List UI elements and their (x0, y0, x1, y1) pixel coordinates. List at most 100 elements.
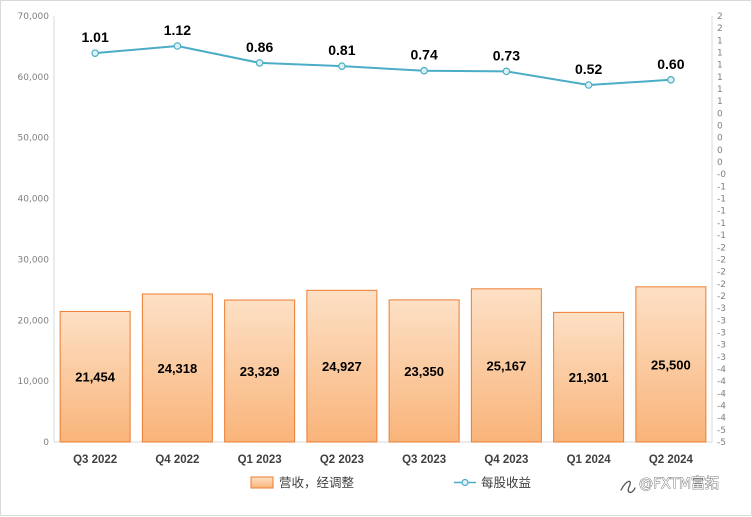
x-axis-tick-label: Q4 2023 (484, 454, 528, 466)
right-axis-tick-label: 0 (717, 122, 723, 132)
eps-data-label: 0.60 (657, 56, 684, 72)
x-axis-tick-label: Q2 2023 (320, 454, 364, 466)
x-axis-tick-label: Q3 2023 (402, 454, 446, 466)
eps-data-label: 1.12 (164, 22, 191, 38)
eps-point (173, 42, 182, 50)
right-axis-tick-label: -1 (717, 207, 726, 217)
right-axis-tick-label: -4 (717, 389, 726, 399)
right-axis-tick-label: -3 (717, 341, 726, 351)
eps-data-label: 0.74 (411, 47, 438, 63)
left-axis-tick-label: 30,000 (18, 255, 50, 265)
right-axis-tick-label: 1 (717, 73, 723, 83)
eps-point (420, 66, 428, 75)
right-axis-tick-label: -4 (717, 365, 726, 375)
x-axis-tick-label: Q3 2022 (73, 454, 117, 466)
left-axis-tick-label: 70,000 (18, 12, 50, 22)
revenue-bar (224, 299, 296, 443)
revenue-bar (553, 311, 625, 443)
right-axis-tick-label: -5 (717, 438, 726, 448)
x-axis-tick-label: Q4 2022 (155, 454, 199, 466)
eps-data-labels: 1.01 1.12 0.86 0.81 0.74 0.73 0.52 0.60 (82, 22, 685, 77)
left-axis-tick-label: 60,000 (18, 73, 50, 83)
x-axis-ticks: Q3 2022 Q4 2022 Q1 2023 Q2 2023 Q3 2023 Q4 20… (73, 454, 693, 466)
eps-point (502, 67, 511, 76)
left-axis-ticks: 0 10,000 20,000 30,000 40,000 50,000 60,000 70,… (18, 12, 50, 448)
legend-line-marker (461, 478, 469, 487)
watermark: @FXTM富拓 (619, 475, 719, 494)
right-axis-tick-label: -2 (717, 280, 726, 290)
revenue-bar (388, 299, 460, 443)
eps-point (584, 81, 593, 89)
right-axis-tick-label: -3 (717, 353, 726, 363)
left-axis-tick-label: 50,000 (18, 134, 50, 144)
right-axis-tick-label: -2 (717, 243, 726, 253)
revenue-bar (470, 288, 542, 443)
right-axis-tick-label: -4 (717, 401, 726, 411)
eps-point (338, 62, 346, 70)
legend-bar-swatch (250, 476, 274, 489)
revenue-bar-label: 25,167 (486, 358, 526, 373)
right-axis-tick-label: -5 (717, 426, 726, 436)
revenue-bar-label: 25,500 (651, 357, 691, 372)
right-axis-tick-label: -1 (717, 219, 726, 229)
eps-data-label: 0.52 (575, 61, 602, 77)
x-axis-tick-label: Q2 2024 (649, 454, 694, 466)
right-axis-tick-label: 0 (717, 134, 723, 144)
revenue-bar-label: 23,350 (404, 364, 444, 379)
left-axis-tick-label: 0 (43, 438, 49, 448)
left-axis-tick-label: 20,000 (18, 316, 50, 326)
right-axis-ticks: 2 2 1 1 1 1 1 1 0 0 0 0 0 -0 -1 -1 -1 -1 -1 -2 -2 -2 -2 -2 -3 -3 -… (717, 12, 726, 448)
right-axis-tick-label: -3 (717, 316, 726, 326)
right-axis-tick-label: 0 (717, 109, 723, 119)
revenue-bar-label: 24,318 (157, 361, 197, 376)
right-axis-tick-label: -2 (717, 268, 726, 278)
revenue-bars (59, 286, 707, 443)
x-axis-tick-label: Q1 2024 (567, 454, 612, 466)
right-axis-tick-label: 0 (717, 146, 723, 156)
eps-point (255, 59, 264, 67)
watermark-text: @FXTM富拓 (639, 475, 719, 492)
right-axis-tick-label: -1 (717, 182, 726, 192)
eps-data-label: 0.86 (246, 39, 273, 55)
right-axis-tick-label: -4 (717, 414, 726, 424)
revenue-bar-label: 21,454 (75, 370, 116, 385)
revenue-bar (59, 310, 131, 443)
revenue-bar-label: 23,329 (240, 364, 280, 379)
revenue-bar-labels: 21,454 24,318 23,329 24,927 23,350 25,167 21,3… (75, 357, 691, 385)
right-axis-tick-label: -3 (717, 304, 726, 314)
revenue-bar (306, 289, 378, 443)
legend: 营收，经调整 每股收益 (250, 475, 531, 490)
right-axis-tick-label: -2 (717, 292, 726, 302)
right-axis-tick-label: -1 (717, 195, 726, 205)
eps-line (95, 44, 671, 87)
right-axis-tick-label: -0 (717, 170, 726, 180)
right-axis-tick-label: -3 (717, 328, 726, 338)
eps-line-series (91, 42, 675, 89)
right-axis-tick-label: 1 (717, 36, 723, 46)
right-axis-tick-label: 1 (717, 61, 723, 71)
right-axis-tick-label: -2 (717, 255, 726, 265)
right-axis-tick-label: -1 (717, 231, 726, 241)
right-axis-tick-label: 1 (717, 49, 723, 59)
right-axis-tick-label: 2 (717, 12, 723, 22)
right-axis-tick-label: 1 (717, 85, 723, 95)
right-axis-tick-label: -4 (717, 377, 726, 387)
eps-data-label: 0.81 (328, 42, 355, 58)
eps-point (667, 76, 675, 84)
x-axis-tick-label: Q1 2023 (238, 454, 282, 466)
revenue-bar-label: 24,927 (322, 359, 362, 374)
watermark-logo-icon (620, 480, 636, 494)
revenue-bar-label: 21,301 (569, 370, 609, 385)
eps-data-label: 0.73 (493, 47, 520, 63)
revenue-bar (635, 286, 707, 443)
right-axis-tick-label: 0 (717, 158, 723, 168)
right-axis-tick-label: 1 (717, 97, 723, 107)
legend-bar-label: 营收，经调整 (279, 475, 355, 490)
left-axis-tick-label: 40,000 (18, 195, 50, 205)
eps-point (91, 49, 99, 57)
left-axis-tick-label: 10,000 (18, 377, 50, 387)
legend-line-label: 每股收益 (481, 475, 531, 490)
revenue-bar (141, 293, 213, 443)
